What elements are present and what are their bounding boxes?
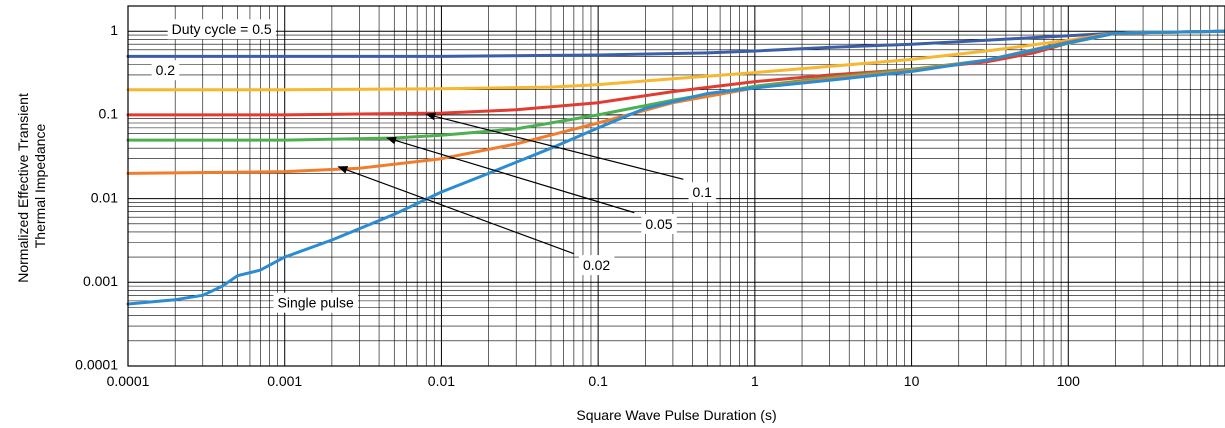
y-axis-title: Normalized Effective Transient Thermal I… <box>15 89 48 283</box>
y-tick-label: 0.001 <box>83 273 118 289</box>
annotation-arrow-0-1 <box>426 114 683 179</box>
x-tick-label: 1 <box>751 373 759 389</box>
y-tick-label: 0.01 <box>91 189 118 205</box>
series-lines <box>128 31 1225 304</box>
annotation-label-duty-cycle-0-5: Duty cycle = 0.5 <box>172 21 272 37</box>
annotations: Duty cycle = 0.5 0.2 0.1 0.05 0.02 Single pul… <box>152 19 717 313</box>
x-axis-ticks: 0.0001 0.001 0.01 0.1 1 10 100 <box>107 373 1081 389</box>
x-tick-label: 0.01 <box>428 373 455 389</box>
annotation-label-0-2: 0.2 <box>156 62 176 78</box>
annotation-label-single-pulse: Single pulse <box>278 295 354 311</box>
x-tick-label: 100 <box>1057 373 1081 389</box>
y-axis-title-line-1: Normalized Effective Transient <box>15 93 31 283</box>
series-line-single-pulse <box>128 31 1225 304</box>
annotation-arrow-0-02 <box>338 167 573 254</box>
annotation-label-0-1: 0.1 <box>692 184 712 200</box>
series-line-0-05 <box>128 31 1225 140</box>
y-tick-label: 1 <box>110 22 118 38</box>
x-axis-title: Square Wave Pulse Duration (s) <box>576 407 776 423</box>
x-tick-label: 0.0001 <box>107 373 150 389</box>
x-tick-label: 0.001 <box>267 373 302 389</box>
y-axis-title-line-2: Thermal Impedance <box>32 124 48 249</box>
series-line-0-2 <box>128 31 1225 89</box>
y-tick-label: 0.1 <box>99 106 119 122</box>
x-tick-label: 0.1 <box>588 373 608 389</box>
y-tick-label: 0.0001 <box>75 357 118 373</box>
x-tick-label: 10 <box>904 373 920 389</box>
y-axis-ticks: 0.0001 0.001 0.01 0.1 1 <box>75 22 118 373</box>
annotation-label-0-02: 0.02 <box>583 257 610 273</box>
annotation-label-0-05: 0.05 <box>645 216 672 232</box>
